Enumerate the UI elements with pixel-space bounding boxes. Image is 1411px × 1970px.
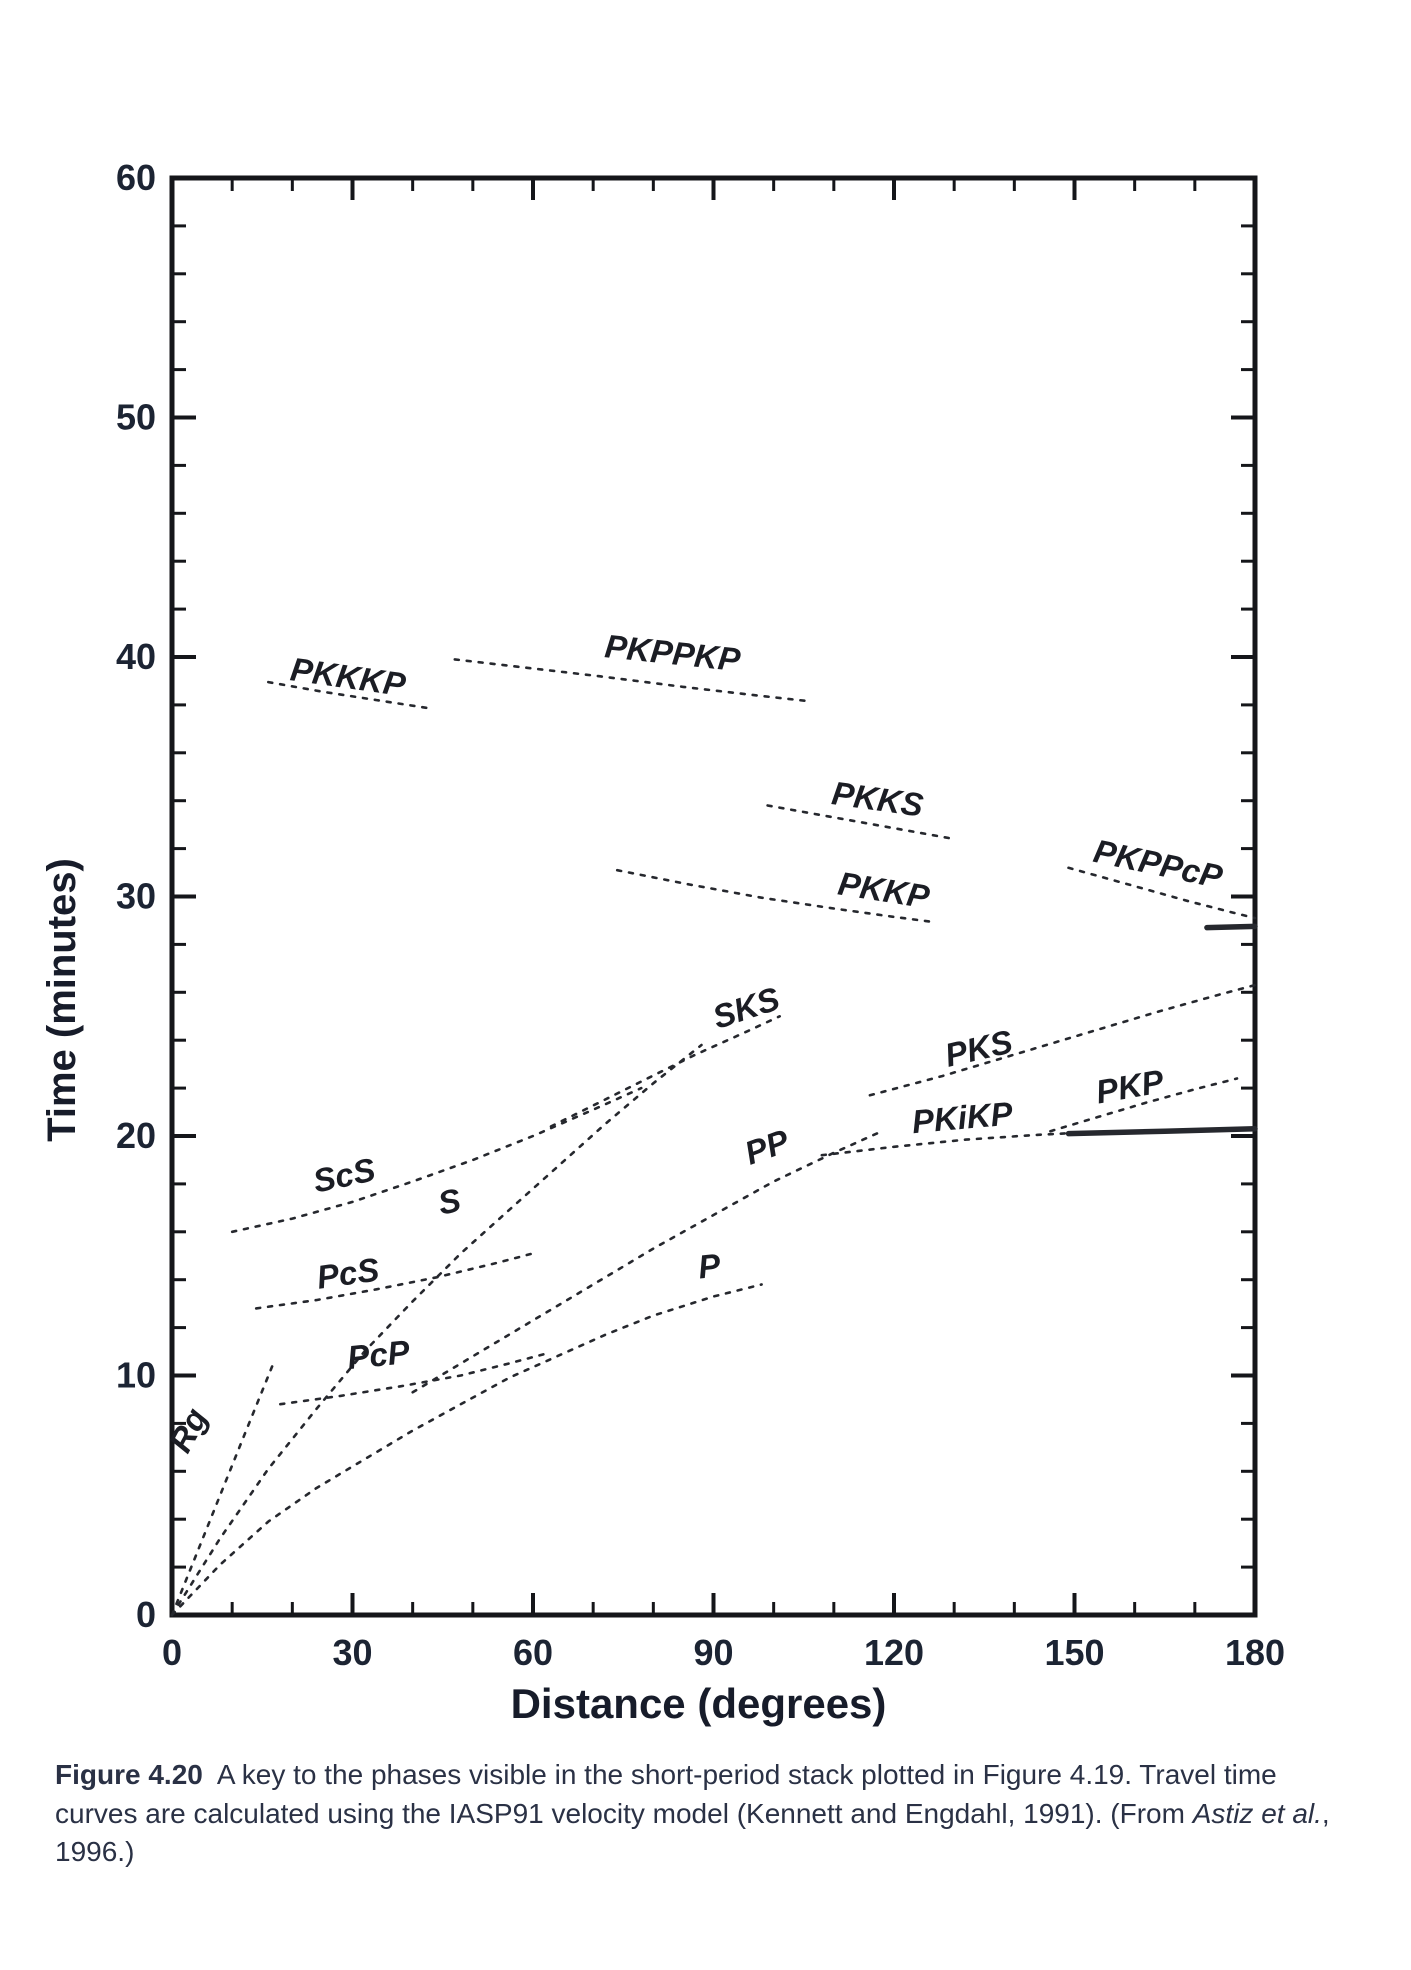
curve-PcP <box>279 1352 547 1406</box>
caption-text-2: , 1996.) <box>55 1797 1330 1868</box>
curve-PKiKP <box>820 1131 1088 1157</box>
phase-label-PKKP: PKKP <box>836 864 933 915</box>
phase-label-PKiKP: PKiKP <box>910 1094 1015 1140</box>
curve-PKPPKP <box>453 658 812 703</box>
curve-PP <box>411 1129 884 1394</box>
phase-label-ScS: ScS <box>310 1150 379 1199</box>
curve-PKPPcP <box>1067 866 1257 920</box>
phase-label-P: P <box>696 1246 723 1285</box>
y-tick-label: 30 <box>116 876 156 917</box>
y-tick-label: 10 <box>116 1355 156 1396</box>
phase-label-PKPPcP: PKPPcP <box>1091 832 1227 895</box>
curve-PKP-caustic <box>1065 1126 1258 1137</box>
curve-PKKKP <box>267 680 432 710</box>
figure-caption: Figure 4.20 A key to the phases visible i… <box>55 1756 1355 1872</box>
caption-text-1: A key to the phases visible in the short… <box>55 1759 1277 1829</box>
x-tick-label: 0 <box>162 1632 182 1673</box>
phase-label-PKS: PKS <box>941 1023 1015 1074</box>
curve-S <box>170 1043 703 1617</box>
plot-border <box>169 175 1258 1618</box>
curve-PKKS <box>766 804 956 841</box>
y-axis-title: Time (minutes) <box>40 858 84 1142</box>
phase-label-PKKS: PKKS <box>830 774 926 823</box>
curve-PKPPcP-tail <box>1204 923 1258 931</box>
curve-Rg <box>170 1359 276 1617</box>
phase-label-Rg: Rg <box>161 1402 214 1458</box>
phase-label-PKP: PKP <box>1093 1062 1167 1110</box>
x-tick-label: 30 <box>332 1632 372 1673</box>
phase-label-PKPPKP: PKPPKP <box>603 627 743 678</box>
y-tick-label: 50 <box>116 397 156 438</box>
curve-SKS <box>549 1015 781 1128</box>
x-axis-title: Distance (degrees) <box>511 1680 887 1727</box>
curve-PcS <box>254 1252 535 1310</box>
caption-figure-number: Figure 4.20 <box>55 1759 203 1790</box>
phase-label-PcS: PcS <box>314 1250 381 1295</box>
phase-label-SKS: SKS <box>708 980 784 1036</box>
curve-PKS <box>868 983 1257 1097</box>
x-tick-label: 180 <box>1225 1632 1285 1673</box>
curve-PKP <box>1049 1077 1239 1133</box>
y-tick-label: 20 <box>116 1115 156 1156</box>
phase-label-PcP: PcP <box>345 1333 412 1376</box>
y-tick-label: 40 <box>116 636 156 677</box>
curve-P <box>170 1283 763 1617</box>
curve-ScS <box>230 1086 643 1234</box>
x-tick-label: 150 <box>1044 1632 1104 1673</box>
phase-label-PP: PP <box>740 1122 795 1172</box>
x-tick-label: 60 <box>513 1632 553 1673</box>
y-tick-label: 60 <box>116 157 156 198</box>
phase-label-PKKKP: PKKKP <box>288 650 409 703</box>
caption-citation-authors: Astiz et al. <box>1192 1797 1322 1829</box>
x-tick-label: 120 <box>864 1632 924 1673</box>
x-tick-label: 90 <box>693 1632 733 1673</box>
curve-PKKP <box>615 868 932 923</box>
y-tick-label: 0 <box>136 1594 156 1635</box>
phase-label-S: S <box>435 1181 464 1222</box>
